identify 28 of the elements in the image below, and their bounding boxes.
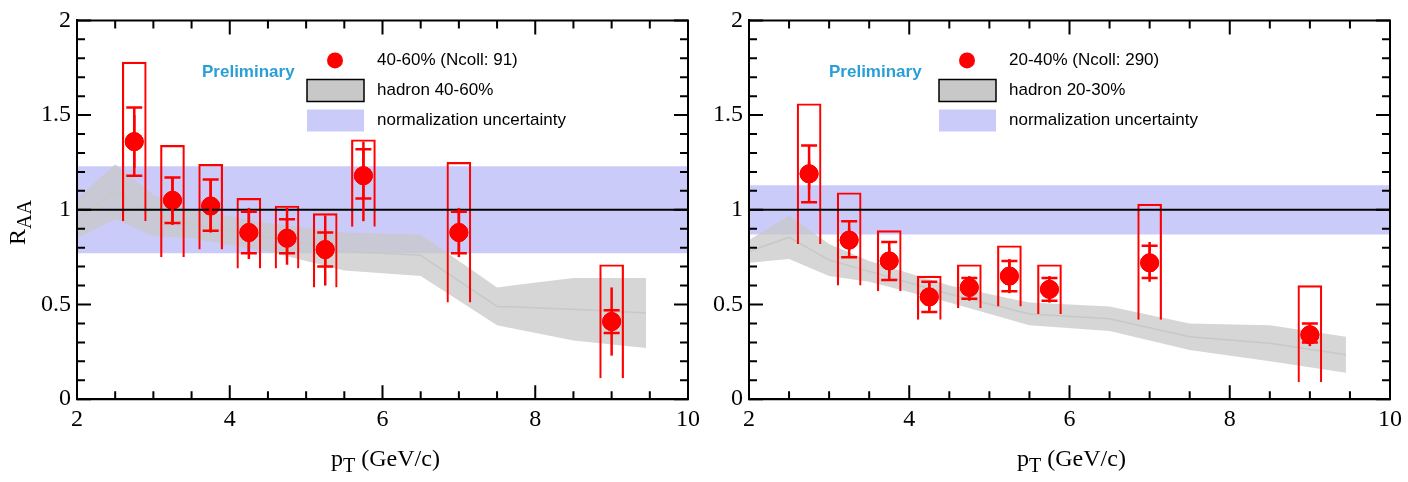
x-tick-label: 8: [529, 404, 542, 431]
y-tick-label: 2: [731, 5, 743, 32]
x-tick-label: 4: [223, 404, 236, 431]
annotation: Preliminary: [202, 62, 296, 82]
legend-label: 40-60% (Ncoll: 91): [377, 50, 518, 70]
x-tick-label: 4: [903, 404, 916, 431]
y-tick-label: 0.5: [713, 289, 743, 316]
x-tick-label: 6: [1063, 404, 1076, 431]
legend-label: normalization uncertainty: [377, 110, 567, 130]
legend-label: normalization uncertainty: [1009, 110, 1199, 130]
y-tick-label: 1.5: [41, 100, 71, 127]
x-tick-label: 10: [676, 404, 700, 431]
legend-label: hadron 40-60%: [377, 80, 494, 100]
y-tick-label: 1: [59, 195, 71, 222]
x-tick-label: 8: [1223, 404, 1236, 431]
legend-label: hadron 20-30%: [1009, 80, 1126, 100]
legend-label: 20-40% (Ncoll: 290): [1009, 50, 1160, 70]
y-tick-label: 2: [59, 5, 71, 32]
y-tick-label: 1.5: [713, 100, 743, 127]
y-tick-label: 0: [731, 384, 743, 411]
y-tick-label: 1: [731, 195, 743, 222]
x-axis-title: p$_{T}$ (GeV/c): [330, 445, 441, 477]
x-tick-label: 6: [376, 404, 389, 431]
y-tick-label: 0: [59, 384, 71, 411]
x-axis-title: p$_{T}$ (GeV/c): [1016, 445, 1127, 477]
x-tick-label: 10: [1378, 404, 1402, 431]
y-tick-label: 0.5: [41, 289, 71, 316]
annotation: Preliminary: [829, 62, 923, 82]
